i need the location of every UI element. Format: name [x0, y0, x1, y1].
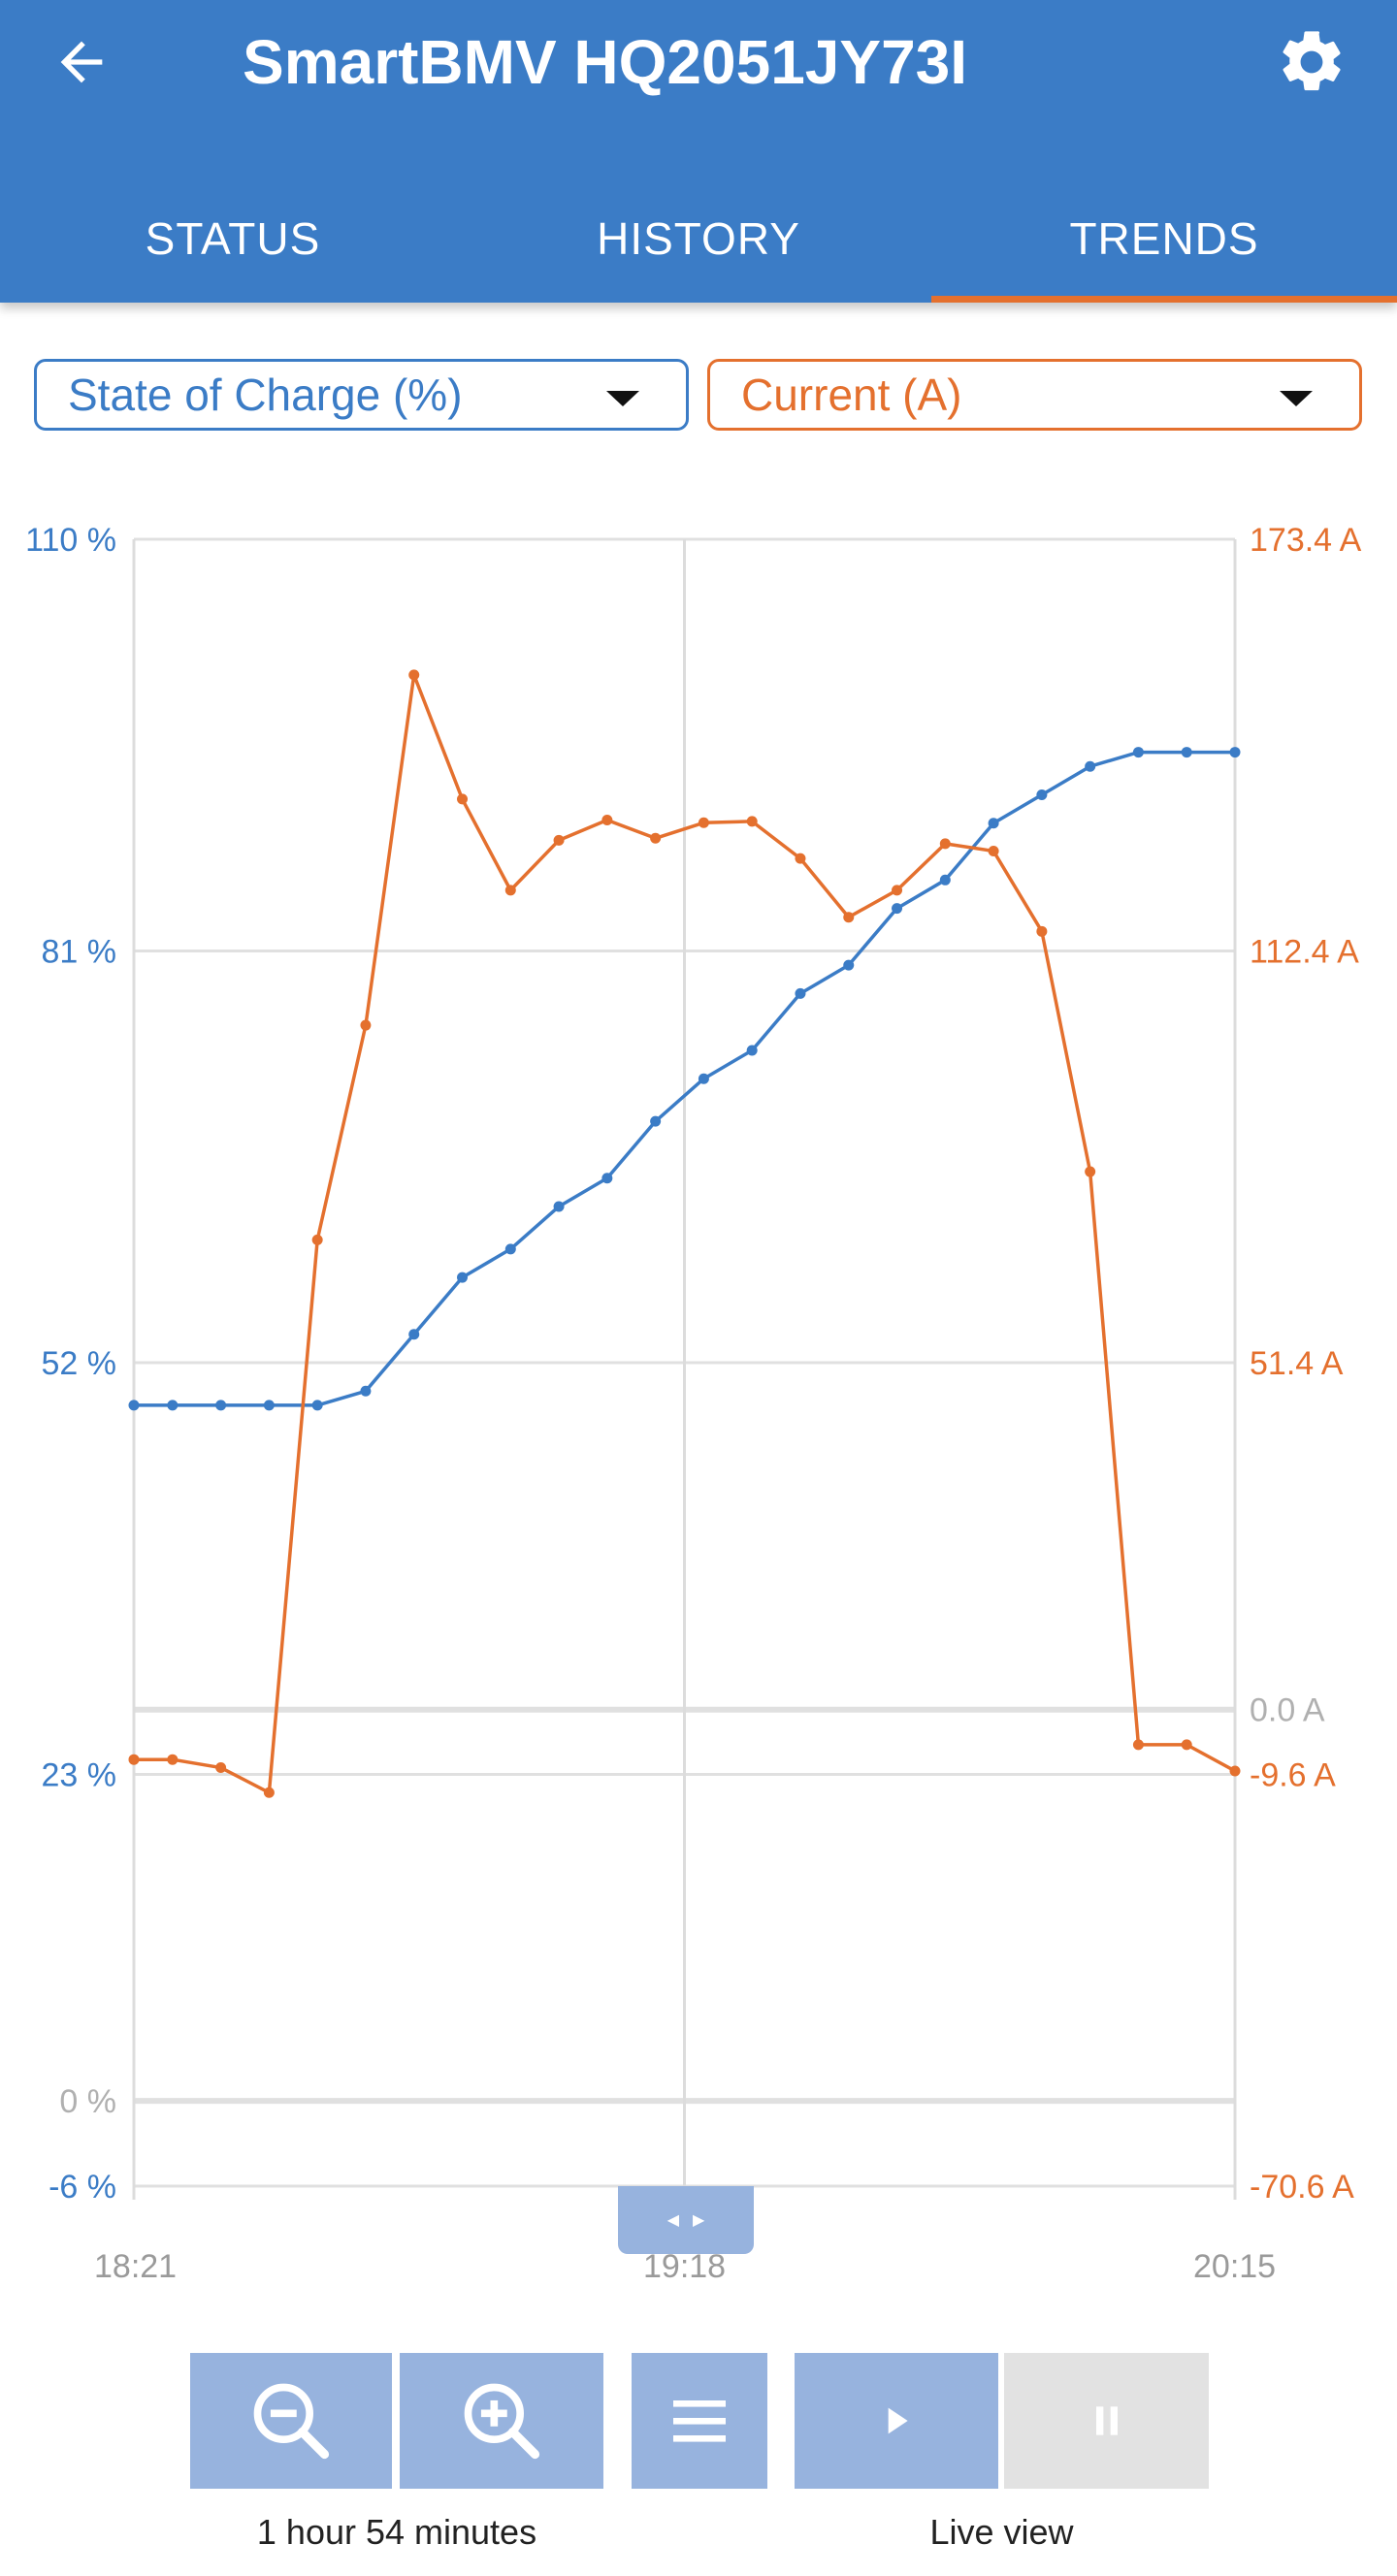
live-view-label: Live view	[929, 2512, 1074, 2552]
soc-data-point	[1229, 747, 1241, 758]
y-right-tick-label: 173.4 A	[1250, 522, 1362, 559]
soc-data-point	[1132, 747, 1144, 758]
tab-history[interactable]: HISTORY	[597, 213, 800, 264]
current-data-point	[650, 832, 662, 844]
chevron-down-icon	[1280, 391, 1313, 406]
y-right-tick-label: 112.4 A	[1250, 934, 1359, 971]
current-data-point	[892, 885, 903, 896]
current-data-point	[601, 814, 613, 825]
current-data-point	[1085, 1166, 1096, 1177]
soc-data-point	[504, 1243, 516, 1255]
right-metric-select[interactable]: Current (A)	[707, 359, 1362, 431]
soc-data-point	[601, 1173, 613, 1184]
y-left-tick-label: -6 %	[49, 2169, 116, 2206]
pause-icon	[1095, 2406, 1118, 2435]
y-left-tick-label: 52 %	[42, 1345, 117, 1382]
tab-status[interactable]: STATUS	[145, 213, 321, 264]
x-tick-label: 18:21	[94, 2248, 178, 2285]
soc-data-point	[553, 1201, 565, 1212]
soc-data-point	[128, 1400, 140, 1411]
app-bar: SmartBMV HQ2051JY73I STATUS HISTORY TREN…	[0, 0, 1397, 303]
y-right-tick-label: 0.0 A	[1250, 1692, 1325, 1729]
soc-data-point	[746, 1045, 758, 1056]
back-button[interactable]	[41, 21, 122, 103]
chart-pan-handle[interactable]: ◀ ▶	[618, 2186, 754, 2254]
zoom-out-icon	[253, 2383, 330, 2460]
y-left-tick-label: 23 %	[42, 1757, 117, 1794]
page-title: SmartBMV HQ2051JY73I	[243, 27, 968, 97]
current-data-point	[553, 834, 565, 846]
current-data-point	[698, 817, 709, 828]
current-data-point	[128, 1754, 140, 1765]
current-data-point	[457, 793, 469, 805]
y-right-tick-label: 51.4 A	[1250, 1345, 1344, 1382]
current-data-point	[795, 853, 806, 864]
left-metric-value: State of Charge (%)	[68, 370, 463, 420]
current-series-line	[134, 673, 1236, 1795]
x-tick-label: 19:18	[643, 2248, 727, 2285]
current-data-point	[167, 1754, 179, 1765]
current-data-point	[843, 912, 855, 923]
soc-data-point	[1085, 760, 1096, 772]
y-right-tick-label: -9.6 A	[1250, 1757, 1336, 1794]
soc-data-point	[263, 1400, 275, 1411]
current-data-point	[263, 1787, 275, 1798]
current-data-point	[1229, 1765, 1241, 1777]
current-data-point	[504, 885, 516, 896]
soc-data-point	[892, 903, 903, 915]
soc-data-point	[698, 1073, 709, 1084]
x-tick-label: 20:15	[1193, 2248, 1277, 2285]
soc-data-point	[988, 818, 999, 829]
play-button[interactable]	[795, 2353, 998, 2489]
current-data-point	[1132, 1739, 1144, 1751]
back-arrow-icon	[60, 41, 103, 83]
soc-data-point	[167, 1400, 179, 1411]
y-right-tick-label: -70.6 A	[1250, 2169, 1354, 2206]
current-data-point	[1181, 1739, 1192, 1751]
current-data-point	[360, 1019, 372, 1031]
soc-series-line	[134, 750, 1235, 1407]
soc-data-point	[457, 1272, 469, 1283]
current-data-point	[746, 816, 758, 827]
menu-button[interactable]	[632, 2353, 767, 2489]
soc-data-point	[311, 1400, 323, 1411]
soc-data-point	[215, 1400, 227, 1411]
current-data-point	[1036, 925, 1048, 937]
current-data-point	[215, 1762, 227, 1774]
left-metric-select[interactable]: State of Charge (%)	[34, 359, 689, 431]
time-span-label: 1 hour 54 minutes	[256, 2512, 537, 2552]
y-left-tick-label: 0 %	[59, 2083, 116, 2120]
zoom-in-icon	[464, 2383, 540, 2460]
settings-button[interactable]	[1271, 21, 1352, 103]
soc-data-point	[408, 1329, 420, 1340]
current-data-point	[408, 669, 420, 681]
soc-data-point	[795, 987, 806, 999]
right-metric-value: Current (A)	[741, 370, 962, 420]
soc-data-point	[650, 1115, 662, 1127]
menu-icon	[673, 2400, 726, 2442]
play-icon	[888, 2407, 908, 2434]
gear-icon	[1283, 31, 1341, 91]
current-data-point	[988, 846, 999, 857]
y-left-tick-label: 110 %	[25, 522, 116, 559]
soc-data-point	[843, 959, 855, 971]
soc-data-point	[1036, 789, 1048, 800]
pause-button[interactable]	[1004, 2353, 1209, 2489]
zoom-in-button[interactable]	[400, 2353, 603, 2489]
chevron-left-icon: ◀	[666, 2212, 679, 2229]
current-data-point	[311, 1234, 323, 1245]
chevron-right-icon: ▶	[693, 2212, 705, 2229]
tab-bar: STATUS HISTORY TRENDS	[0, 175, 1397, 303]
chevron-down-icon	[606, 391, 639, 406]
soc-data-point	[1181, 747, 1192, 758]
tab-trends[interactable]: TRENDS	[931, 175, 1397, 303]
zoom-out-button[interactable]	[190, 2353, 392, 2489]
trend-chart[interactable]: 110 % 81 % 52 % 23 % 0 % -6 % 173.4 A 112.4 A 51…	[0, 504, 1397, 2231]
soc-data-point	[360, 1385, 372, 1397]
soc-data-point	[939, 874, 951, 886]
y-left-tick-label: 81 %	[42, 934, 117, 971]
current-data-point	[939, 838, 951, 850]
